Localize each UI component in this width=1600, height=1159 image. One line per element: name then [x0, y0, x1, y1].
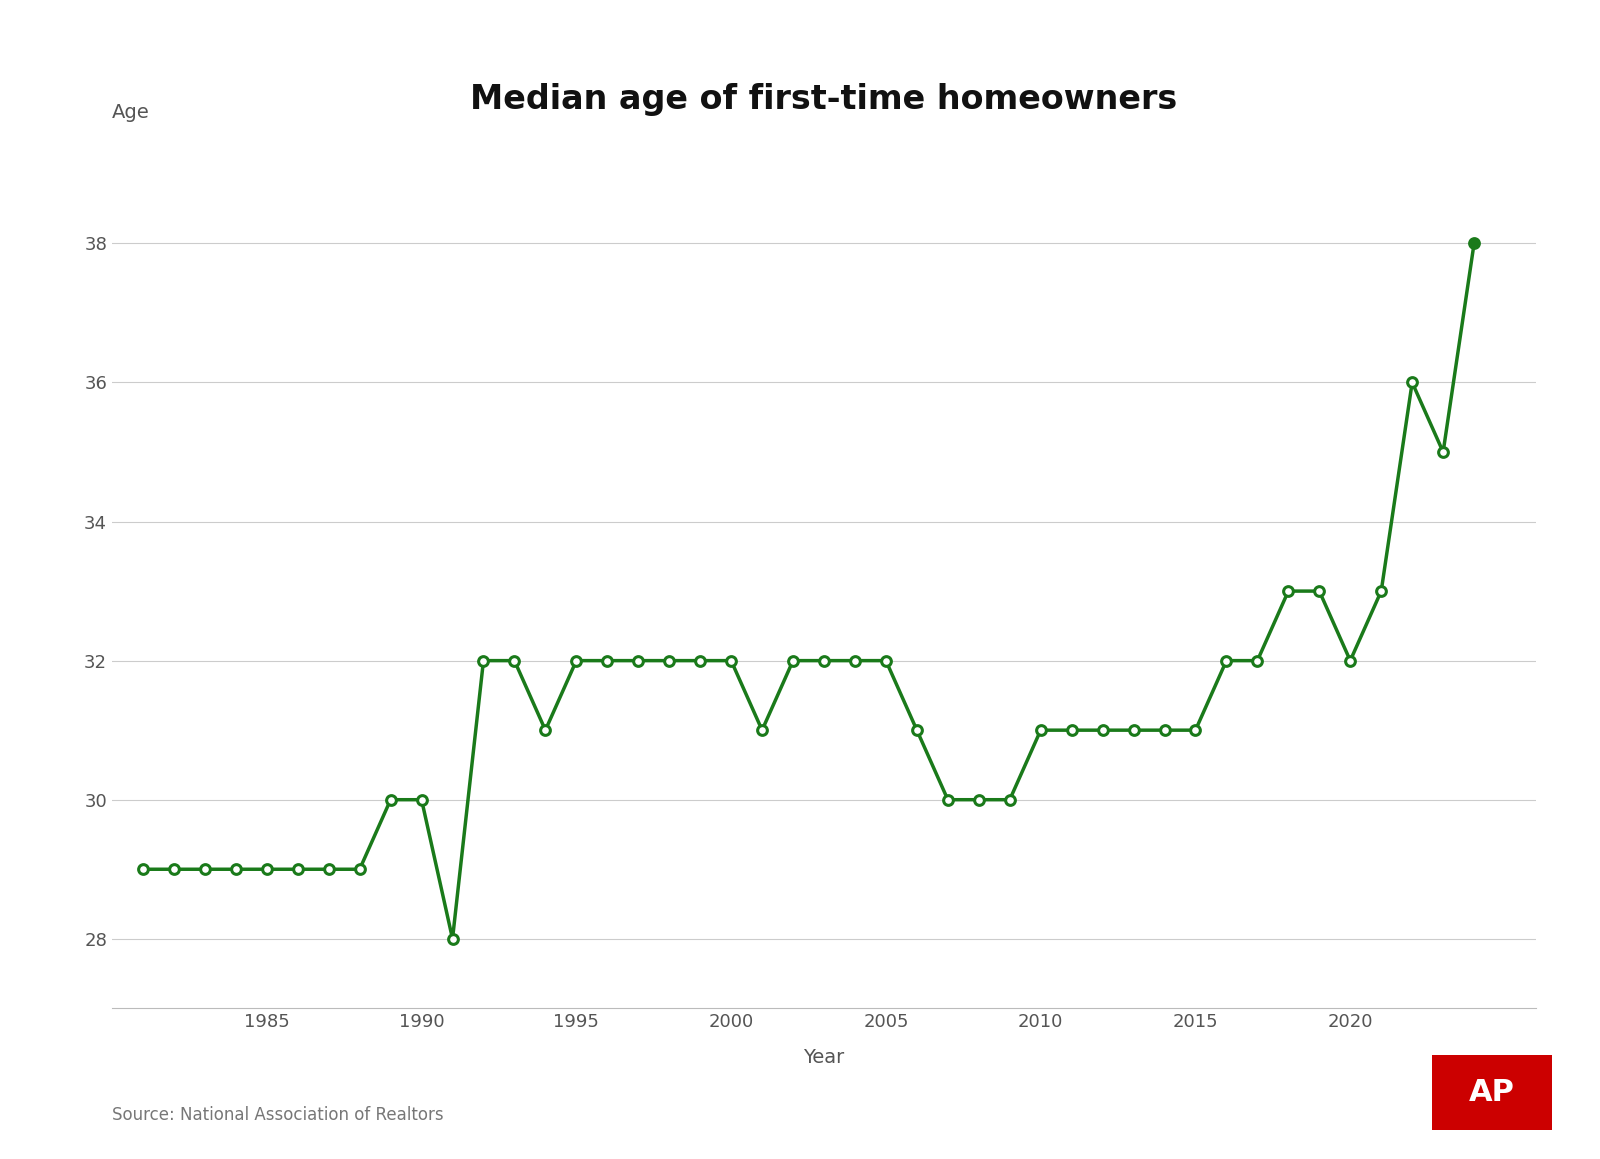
Text: AP: AP [1469, 1078, 1515, 1107]
Text: Source: National Association of Realtors: Source: National Association of Realtors [112, 1106, 443, 1124]
X-axis label: Year: Year [803, 1048, 845, 1066]
Text: Age: Age [112, 103, 150, 122]
Title: Median age of first-time homeowners: Median age of first-time homeowners [470, 82, 1178, 116]
